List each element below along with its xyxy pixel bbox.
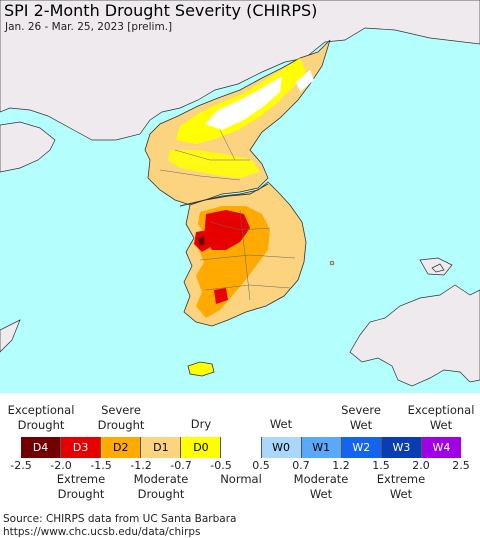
legend-swatch-w2: W2 bbox=[341, 437, 382, 458]
legend-tick-label: -0.5 bbox=[210, 459, 232, 472]
legend-tick-label: 1.5 bbox=[372, 459, 390, 472]
legend-swatch-w3: W3 bbox=[381, 437, 422, 458]
north-korea-normal-patch bbox=[205, 76, 282, 130]
legend-swatch-w4: W4 bbox=[421, 437, 462, 458]
china-coast-west bbox=[0, 121, 56, 173]
source-line: Source: CHIRPS data from UC Santa Barbar… bbox=[3, 513, 237, 525]
north-korea-yellow-band bbox=[168, 150, 260, 178]
legend-tick-label: 0.7 bbox=[292, 459, 310, 472]
legend-tick-label: -1.2 bbox=[130, 459, 152, 472]
province-boundaries bbox=[159, 129, 296, 301]
legend-bottom-label: Extreme Drought bbox=[56, 472, 106, 501]
shandong-coast bbox=[0, 319, 21, 353]
legend-swatch-d4: D4 bbox=[21, 437, 62, 458]
legend-swatch-d1: D1 bbox=[141, 437, 182, 458]
legend-bottom-label: Normal bbox=[220, 472, 262, 486]
legend-top-label: Exceptional Wet bbox=[407, 403, 475, 432]
dmz-line bbox=[179, 183, 269, 207]
legend-swatch-w0: W0 bbox=[261, 437, 302, 458]
south-korea-extreme-patch bbox=[204, 210, 250, 250]
legend-tick-label: -2.5 bbox=[10, 459, 32, 472]
legend-tick-label: 0.5 bbox=[252, 459, 270, 472]
south-korea-extreme-patch-3 bbox=[214, 288, 228, 304]
south-korea-exceptional-patch bbox=[198, 236, 205, 246]
legend-bottom-label: Extreme Wet bbox=[376, 472, 426, 501]
legend-tick-label: -0.7 bbox=[170, 459, 192, 472]
japan-island-small bbox=[431, 263, 445, 273]
map-subtitle: Jan. 26 - Mar. 25, 2023 [prelim.] bbox=[5, 21, 173, 33]
legend-top-label: Wet bbox=[269, 417, 293, 431]
north-korea-white-patch-2 bbox=[296, 70, 314, 92]
map-title: SPI 2-Month Drought Severity (CHIRPS) bbox=[4, 1, 318, 20]
legend-tick-label: 2.5 bbox=[452, 459, 470, 472]
legend-tick-label: 2.0 bbox=[412, 459, 430, 472]
drought-map bbox=[0, 0, 480, 393]
legend-swatch-d0: D0 bbox=[181, 437, 222, 458]
jeju-island bbox=[187, 361, 215, 377]
legend-top-label: Severe Drought bbox=[97, 403, 145, 432]
legend-bottom-label: Moderate Wet bbox=[293, 472, 349, 501]
legend-tick-label: -1.5 bbox=[90, 459, 112, 472]
source-url: https://www.chc.ucsb.edu/data/chirps bbox=[3, 526, 201, 538]
legend-top-label: Severe Wet bbox=[341, 403, 381, 432]
legend-swatch-d3: D3 bbox=[61, 437, 102, 458]
legend-color-scale: D4 D3 D2 D1 D0 W0 W1 W2 W3 W4 bbox=[21, 437, 462, 458]
island-ulleung bbox=[329, 260, 335, 266]
japan-land bbox=[349, 284, 480, 387]
mainland-china-land bbox=[0, 0, 480, 141]
legend-swatch-d2: D2 bbox=[101, 437, 142, 458]
legend-bottom-label: Moderate Drought bbox=[133, 472, 189, 501]
legend-tick-label: -2.0 bbox=[50, 459, 72, 472]
legend-top-label: Dry bbox=[190, 417, 212, 431]
legend-swatch-normal bbox=[221, 437, 262, 458]
legend-top-label: Exceptional Drought bbox=[7, 403, 75, 432]
legend-tick-label: 1.2 bbox=[332, 459, 350, 472]
legend-swatch-w1: W1 bbox=[301, 437, 342, 458]
